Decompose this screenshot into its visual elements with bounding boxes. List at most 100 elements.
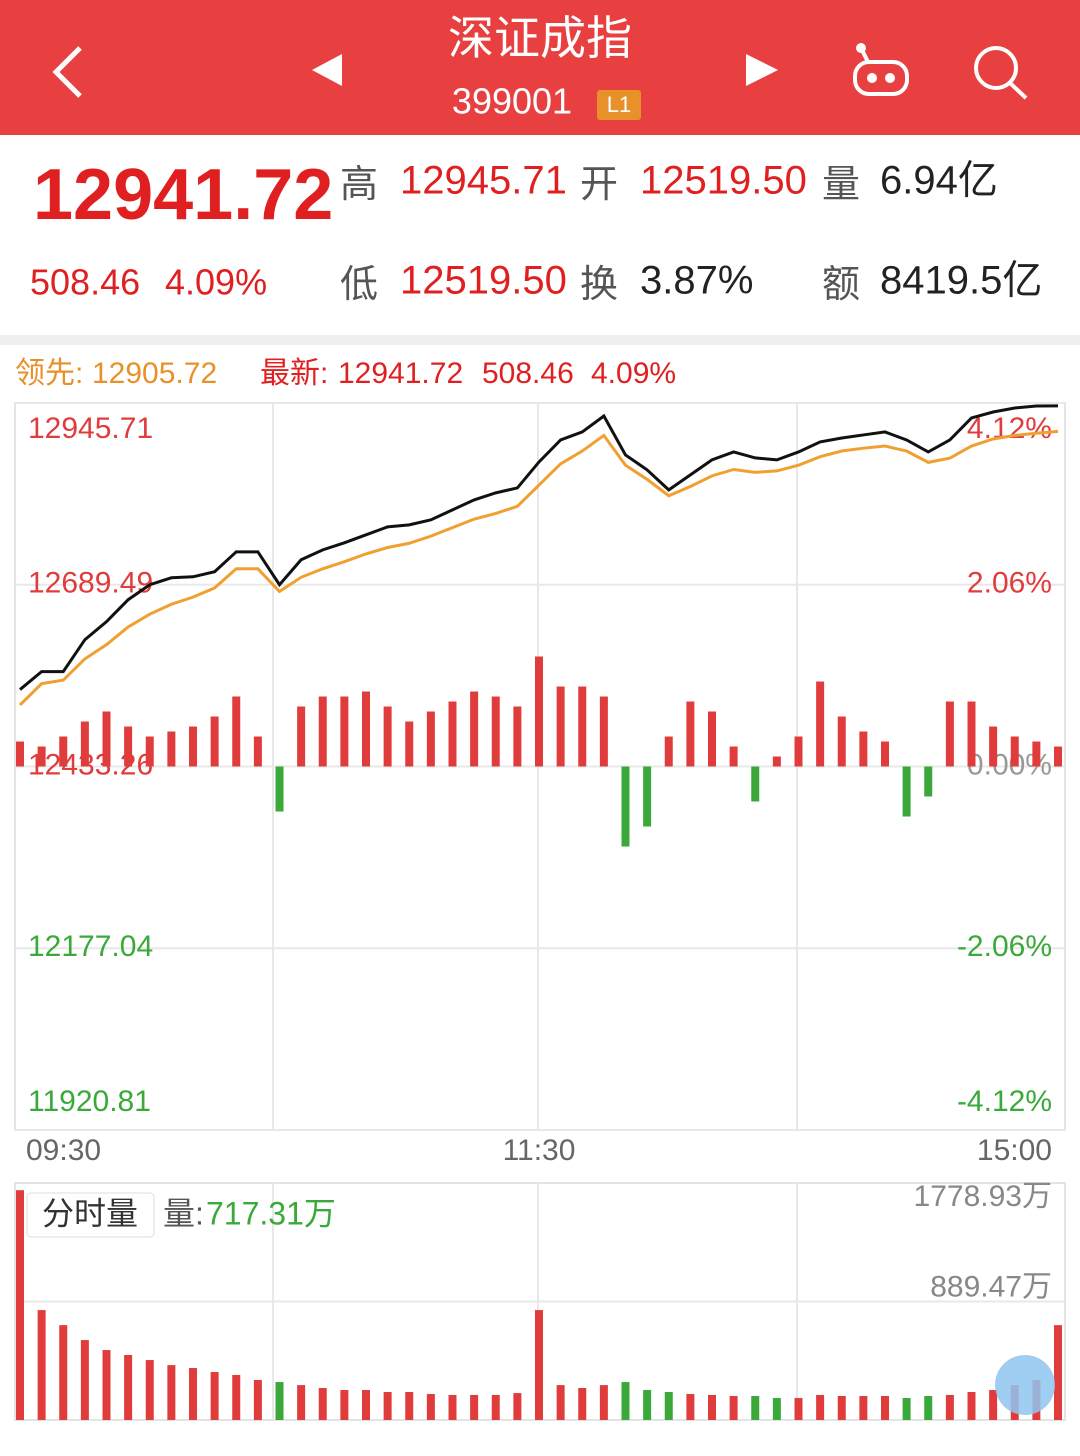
indicator-bar — [167, 731, 176, 767]
indicator-bar — [686, 701, 695, 767]
volume-bar — [1054, 1325, 1062, 1420]
volume-bar — [772, 1398, 781, 1420]
y2-tick-label: -2.06% — [957, 930, 1052, 963]
volume-bar — [253, 1380, 262, 1420]
back-button[interactable] — [52, 46, 82, 98]
legend-change: 508.46 — [482, 357, 574, 390]
indicator-bar — [59, 736, 68, 767]
next-button[interactable] — [746, 54, 778, 86]
volume-tab[interactable] — [26, 1192, 155, 1238]
value: 3.87% — [640, 259, 753, 303]
volume-bar — [470, 1394, 479, 1420]
indicator-bar — [16, 741, 24, 767]
volume-bar — [881, 1396, 889, 1420]
label: 量 — [822, 164, 860, 206]
volume-bar — [794, 1398, 803, 1420]
marks: 11920.81 12177.04 12433.26 12689.49 12945.71… — [15, 402, 1065, 1420]
y-tick-label: 1778.93万 — [914, 1180, 1052, 1213]
volume-bar — [967, 1392, 976, 1420]
volume-bar — [80, 1340, 89, 1420]
label: 高 — [340, 164, 378, 206]
change: 508.46 — [30, 262, 140, 303]
indicator-bar — [362, 691, 370, 767]
y-tick-label: 11920.81 — [28, 1085, 151, 1118]
volume-bar — [945, 1394, 954, 1420]
x-tick-label: 15:00 — [977, 1134, 1052, 1167]
volume-bar — [426, 1394, 435, 1420]
volume-bar — [751, 1396, 760, 1420]
badge-bg — [597, 90, 641, 120]
price-line — [19, 404, 1059, 691]
indicator-bar — [664, 736, 673, 767]
volume-bar — [708, 1394, 716, 1420]
indicator-bar — [253, 736, 262, 767]
value: 8419.5亿 — [880, 259, 1042, 303]
legend-label: 领先: — [15, 357, 83, 390]
indicator-bar — [405, 721, 414, 767]
indicator-bar — [275, 766, 284, 812]
indicator-bar — [945, 701, 954, 767]
volume-bar — [535, 1310, 543, 1420]
indicator-bar — [989, 726, 998, 767]
volume-bar — [275, 1382, 284, 1420]
volume-bar — [189, 1368, 197, 1420]
price-line — [18, 429, 1059, 707]
indicator-bar — [751, 766, 760, 802]
volume-bar — [621, 1382, 630, 1420]
volume-bar — [405, 1392, 414, 1420]
y2-tick-label: 2.06% — [967, 567, 1052, 600]
indicator-bar — [210, 716, 219, 767]
volume-bar — [362, 1390, 370, 1420]
volume-bar — [729, 1396, 738, 1420]
indicator-bar — [145, 736, 154, 767]
indicator-bar — [491, 696, 500, 767]
y-tick-label: 12433.26 — [28, 748, 153, 781]
badge: L1 — [607, 92, 631, 117]
volume-bar — [16, 1190, 24, 1420]
legend-value: 12941.72 — [338, 357, 463, 390]
volume-bar — [210, 1372, 219, 1420]
y-tick-label: 12689.49 — [28, 567, 153, 600]
volume-bar — [556, 1385, 565, 1420]
label: 换 — [580, 264, 618, 306]
indicator-bar — [816, 681, 825, 767]
volume-bar — [37, 1310, 46, 1420]
indicator-bar — [297, 706, 306, 767]
volume-bar — [902, 1398, 911, 1420]
indicator-bar — [102, 711, 111, 767]
price: 12941.72 — [33, 155, 333, 235]
volume-bar — [643, 1390, 652, 1420]
y-tick-label: 12177.04 — [28, 930, 153, 963]
robot-button[interactable] — [853, 43, 909, 96]
expand-button[interactable] — [995, 1355, 1055, 1415]
header-code: 399001 — [452, 81, 572, 122]
indicator-bar — [881, 741, 889, 767]
indicator-bar — [232, 696, 241, 767]
y2-tick-label: 4.12% — [967, 412, 1052, 445]
indicator-bar — [189, 726, 197, 767]
volume-bar — [340, 1390, 349, 1420]
label: 开 — [580, 164, 618, 206]
value: 12519.50 — [400, 259, 567, 303]
indicator-bar — [340, 696, 349, 767]
volume-subtitle-value: 717.31万 — [206, 1195, 336, 1231]
x-tick-label: 09:30 — [26, 1134, 101, 1167]
volume-bar — [599, 1385, 608, 1420]
volume-bar — [383, 1392, 392, 1420]
volume-bar — [318, 1388, 327, 1420]
search-button[interactable] — [974, 46, 1028, 100]
indicator-bar — [1032, 741, 1041, 767]
divider — [0, 335, 1080, 345]
volume-bar — [664, 1392, 673, 1420]
prev-button[interactable] — [312, 54, 342, 86]
header-title: 深证成指 — [448, 12, 632, 64]
indicator-bar — [383, 706, 392, 767]
indicator-bar — [837, 716, 846, 767]
indicator-bar — [535, 656, 543, 767]
value: 12945.71 — [400, 159, 567, 203]
indicator-bar — [318, 696, 327, 767]
indicator-bar — [513, 706, 522, 767]
volume-bar — [989, 1390, 998, 1420]
